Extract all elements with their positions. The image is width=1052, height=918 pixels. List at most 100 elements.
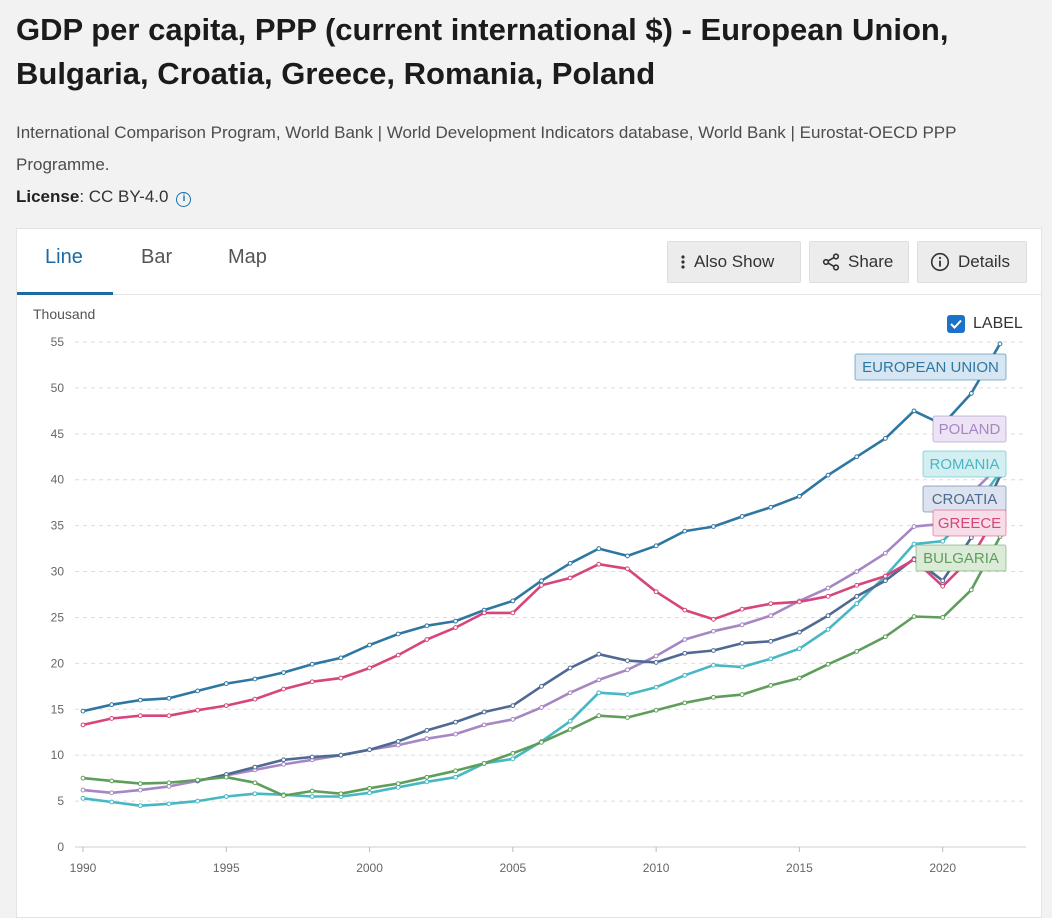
- active-tab-indicator: [17, 292, 113, 295]
- series-european-union: [80, 341, 1003, 714]
- data-point: [567, 575, 573, 581]
- data-point: [882, 436, 888, 441]
- share-label: Share: [848, 252, 894, 271]
- info-icon[interactable]: i: [176, 192, 192, 207]
- x-tick-label: 1995: [213, 861, 240, 875]
- end-label-romania: ROMANIA: [922, 450, 1007, 478]
- data-point: [166, 695, 172, 701]
- data-point: [968, 391, 974, 396]
- data-point: [682, 700, 688, 706]
- data-point: [510, 610, 516, 616]
- data-point: [281, 670, 286, 675]
- y-tick-label: 5: [57, 794, 64, 808]
- data-point: [395, 781, 401, 787]
- series-bulgaria: [80, 534, 1003, 798]
- label-toggle-text: LABEL: [973, 315, 1023, 332]
- tab-line[interactable]: Line: [45, 246, 83, 268]
- data-point: [80, 795, 86, 801]
- data-point: [109, 716, 115, 721]
- data-point: [109, 799, 115, 805]
- data-point: [539, 582, 544, 588]
- checkmark-icon[interactable]: [947, 315, 965, 333]
- data-point: [395, 652, 401, 658]
- data-point: [424, 736, 430, 742]
- data-point: [768, 601, 774, 607]
- y-tick-label: 55: [51, 335, 65, 349]
- data-point: [223, 681, 229, 686]
- data-point: [854, 593, 860, 599]
- y-tick-label: 30: [51, 565, 65, 579]
- data-point: [195, 688, 201, 694]
- data-point: [825, 472, 831, 478]
- data-point: [625, 658, 630, 664]
- data-point: [653, 660, 659, 665]
- data-point: [825, 661, 831, 667]
- data-point: [281, 761, 286, 767]
- data-point: [481, 610, 487, 616]
- details-button[interactable]: Details: [917, 241, 1027, 283]
- series-line-croatia: [197, 475, 1002, 783]
- end-label-text: BULGARIA: [923, 550, 999, 567]
- label-toggle[interactable]: LABEL: [947, 315, 1023, 333]
- data-point: [682, 528, 688, 534]
- data-point: [682, 637, 688, 642]
- data-point: [653, 589, 659, 595]
- data-point: [281, 686, 286, 692]
- y-tick-label: 15: [51, 702, 65, 716]
- data-point: [596, 651, 602, 657]
- data-point: [166, 713, 172, 719]
- share-button[interactable]: Share: [809, 241, 909, 283]
- data-point: [653, 543, 659, 549]
- x-tick-label: 2015: [786, 861, 813, 875]
- y-tick-label: 25: [51, 610, 65, 624]
- tab-bar[interactable]: Bar: [141, 246, 173, 268]
- data-point: [424, 623, 430, 629]
- data-point: [223, 774, 229, 780]
- data-point: [711, 694, 716, 700]
- source-text: International Comparison Program, World …: [16, 123, 957, 174]
- data-point: [768, 613, 774, 619]
- end-label-box: [932, 509, 1007, 537]
- data-point: [797, 599, 802, 605]
- data-point: [338, 675, 344, 681]
- also-show-button[interactable]: Also Show: [667, 241, 801, 283]
- end-label-box: [915, 544, 1007, 572]
- data-point: [367, 785, 372, 791]
- data-point: [453, 719, 458, 725]
- data-point: [997, 341, 1003, 347]
- data-point: [510, 716, 516, 722]
- data-point: [195, 777, 201, 783]
- data-point: [711, 662, 716, 668]
- data-point: [567, 727, 573, 732]
- info-circle-icon: [930, 252, 950, 272]
- data-point: [539, 739, 544, 745]
- data-point: [510, 750, 516, 756]
- data-point: [510, 703, 516, 708]
- tab-map[interactable]: Map: [228, 246, 267, 268]
- data-point: [424, 779, 430, 785]
- data-point: [367, 790, 372, 796]
- y-tick-label: 45: [51, 427, 65, 441]
- data-point: [882, 578, 888, 584]
- y-tick-label: 35: [51, 519, 65, 533]
- data-point: [625, 553, 630, 559]
- data-point: [797, 675, 802, 681]
- data-point: [223, 703, 229, 708]
- data-point: [424, 774, 430, 780]
- data-point: [453, 618, 458, 624]
- data-point: [739, 640, 745, 646]
- data-point: [682, 672, 688, 678]
- data-point: [940, 615, 946, 620]
- data-point: [195, 798, 201, 804]
- data-point: [80, 708, 86, 714]
- also-show-label: Also Show: [694, 252, 775, 271]
- data-point: [195, 707, 201, 713]
- data-point: [596, 713, 602, 719]
- data-point: [882, 573, 888, 579]
- data-point: [453, 768, 458, 774]
- data-point: [911, 408, 917, 414]
- x-tick-label: 1990: [70, 861, 97, 875]
- data-point: [539, 705, 544, 710]
- end-label-text: ROMANIA: [929, 456, 999, 473]
- data-point: [80, 775, 86, 781]
